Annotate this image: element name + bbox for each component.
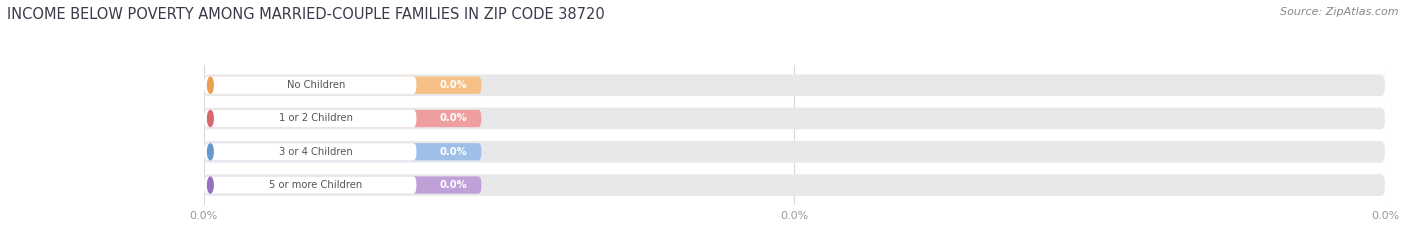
FancyBboxPatch shape (204, 110, 416, 127)
Text: No Children: No Children (287, 80, 346, 90)
FancyBboxPatch shape (204, 110, 481, 127)
Text: 0.0%: 0.0% (440, 113, 467, 123)
Text: 3 or 4 Children: 3 or 4 Children (280, 147, 353, 157)
FancyBboxPatch shape (204, 110, 416, 127)
Circle shape (208, 110, 214, 127)
FancyBboxPatch shape (204, 174, 1385, 196)
Text: 0.0%: 0.0% (440, 180, 467, 190)
Text: INCOME BELOW POVERTY AMONG MARRIED-COUPLE FAMILIES IN ZIP CODE 38720: INCOME BELOW POVERTY AMONG MARRIED-COUPL… (7, 7, 605, 22)
FancyBboxPatch shape (204, 141, 1385, 163)
Text: 1 or 2 Children: 1 or 2 Children (278, 113, 353, 123)
FancyBboxPatch shape (204, 143, 416, 161)
FancyBboxPatch shape (204, 143, 481, 161)
FancyBboxPatch shape (204, 176, 416, 194)
FancyBboxPatch shape (204, 176, 416, 194)
FancyBboxPatch shape (204, 77, 416, 94)
Circle shape (208, 144, 214, 160)
Text: Source: ZipAtlas.com: Source: ZipAtlas.com (1281, 7, 1399, 17)
FancyBboxPatch shape (204, 74, 1385, 96)
Text: 5 or more Children: 5 or more Children (270, 180, 363, 190)
FancyBboxPatch shape (204, 108, 1385, 129)
FancyBboxPatch shape (204, 143, 416, 161)
FancyBboxPatch shape (204, 176, 481, 194)
Circle shape (208, 177, 214, 193)
Circle shape (208, 77, 214, 93)
Text: 0.0%: 0.0% (440, 80, 467, 90)
Text: 0.0%: 0.0% (440, 147, 467, 157)
FancyBboxPatch shape (204, 77, 481, 94)
FancyBboxPatch shape (204, 77, 416, 94)
